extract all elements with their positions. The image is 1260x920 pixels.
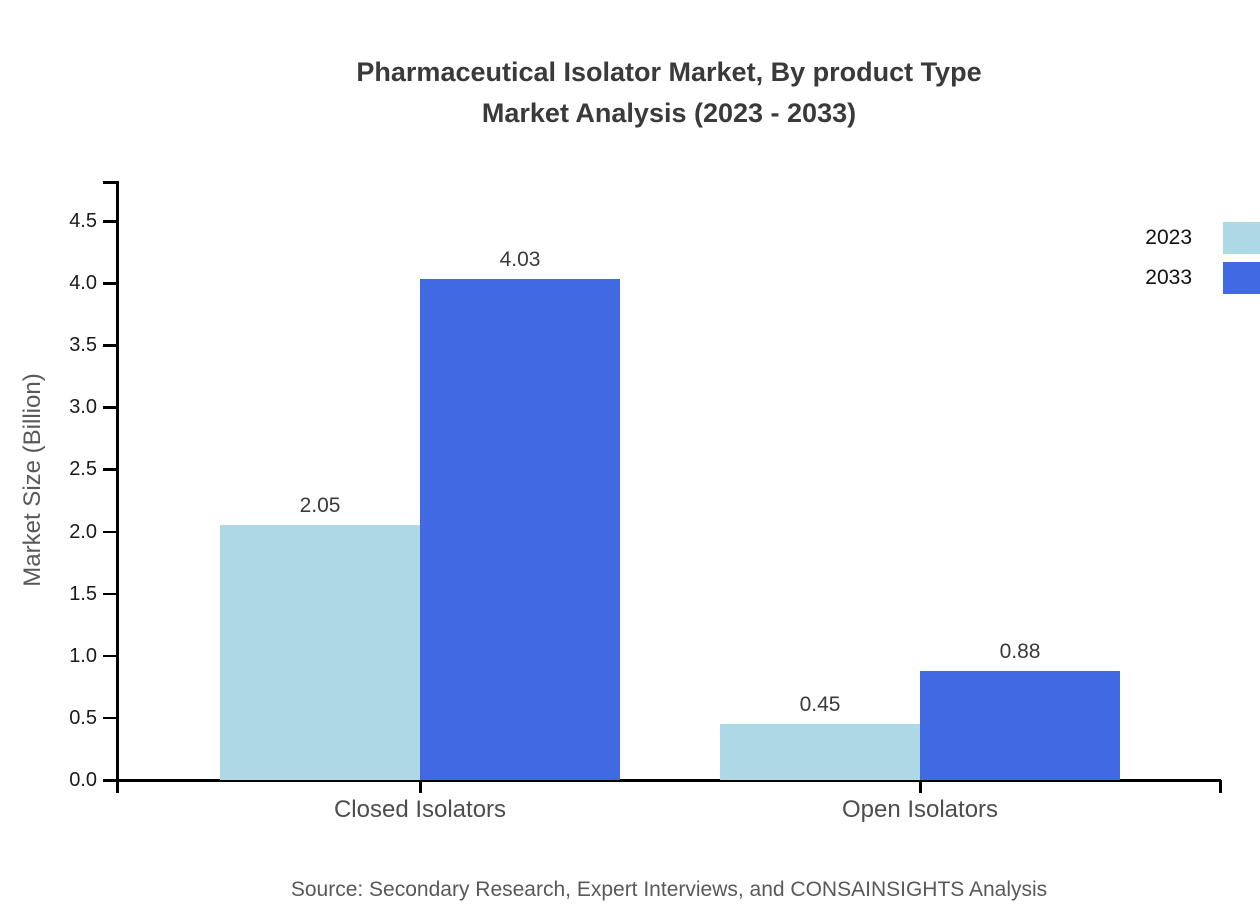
bar-value-label: 0.88 <box>999 639 1041 663</box>
y-axis-top-cap <box>103 181 116 184</box>
bar-value-label: 0.45 <box>799 693 841 717</box>
bar-2023-0 <box>220 525 420 780</box>
x-axis-end-tick <box>1219 780 1222 793</box>
y-axis-tick <box>103 530 116 534</box>
x-category-label: Closed Isolators <box>333 796 507 823</box>
legend-label-2033: 2033 <box>1145 266 1192 289</box>
y-axis-tick <box>103 716 116 720</box>
chart-title-line-2: Market Analysis (2023 - 2033) <box>481 98 857 128</box>
y-axis-tick <box>103 468 116 471</box>
legend: 2023 2033 <box>1145 218 1260 298</box>
y-axis-spine <box>116 181 119 793</box>
y-tick-label: 3.5 <box>69 334 97 357</box>
y-tick-label: 0.0 <box>69 769 97 791</box>
legend-item-2033: 2033 <box>1145 258 1260 298</box>
y-axis-tick <box>103 344 116 347</box>
y-tick-label: 2.0 <box>69 520 97 543</box>
y-axis-tick <box>103 406 116 409</box>
y-tick-label: 0.5 <box>69 706 97 729</box>
y-axis-tick <box>103 592 116 596</box>
x-axis-tick <box>919 780 922 793</box>
y-axis-tick <box>103 654 116 658</box>
x-axis-tick <box>419 780 422 793</box>
y-tick-label: 1.0 <box>69 644 97 667</box>
bar-value-label: 2.05 <box>299 494 341 518</box>
x-axis-spine <box>116 779 1221 782</box>
y-axis-tick <box>103 282 116 285</box>
bar-value-label: 4.03 <box>499 248 541 272</box>
legend-swatch-2023 <box>1223 222 1260 254</box>
legend-item-2023: 2023 <box>1145 218 1260 258</box>
legend-swatch-2033 <box>1223 262 1260 294</box>
y-tick-label: 4.0 <box>69 272 97 295</box>
chart-title-line-1: Pharmaceutical Isolator Market, By produ… <box>356 57 982 87</box>
y-axis-label: Market Size (Billion) <box>19 373 46 587</box>
y-axis-tick <box>103 220 116 223</box>
y-tick-label: 3.0 <box>69 396 97 419</box>
y-tick-label: 1.5 <box>69 582 97 605</box>
bar-2033-1 <box>920 670 1120 780</box>
chart-title: Pharmaceutical Isolator Market, By produ… <box>117 52 1221 134</box>
bar-2033-0 <box>420 279 620 780</box>
y-tick-label: 4.5 <box>69 210 97 232</box>
source-note: Source: Secondary Research, Expert Inter… <box>290 878 1048 901</box>
y-tick-label: 2.5 <box>69 458 97 481</box>
legend-label-2023: 2023 <box>1145 226 1192 249</box>
bar-2023-1 <box>720 724 920 780</box>
y-axis-tick <box>103 779 116 782</box>
x-category-label: Open Isolators <box>841 796 999 823</box>
